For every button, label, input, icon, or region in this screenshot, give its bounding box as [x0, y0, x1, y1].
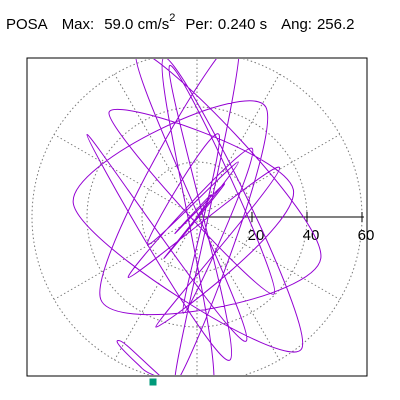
chart-header: POSA Max: 59.0 cm/s2 Per: 0.240 s Ang: 256.2: [6, 12, 355, 33]
motion-trace: [72, 59, 322, 375]
angle-label: Ang:: [281, 16, 312, 33]
max-label: Max:: [61, 16, 95, 33]
grid-spoke-330: [196, 216, 341, 300]
radial-tick-label-60: 60: [358, 227, 375, 244]
period-label: Per:: [185, 16, 213, 33]
max-unit-exponent: 2: [169, 12, 176, 24]
end-marker-group: [149, 378, 157, 386]
radial-tick-label-40: 40: [303, 227, 320, 244]
grid-spoke-120: [114, 73, 198, 218]
grid-spoke-300: [196, 216, 280, 361]
grid-spoke-210: [53, 216, 198, 300]
radial-axis: 20 40 60: [197, 212, 374, 244]
motion-trace-line-0: [72, 59, 322, 375]
end-marker: [149, 378, 157, 386]
grid-spoke-240: [114, 216, 198, 361]
angle-value: 256.2: [316, 16, 355, 33]
plot-frame: [26, 57, 368, 377]
grid-spoke-60: [196, 73, 280, 218]
period-value: 0.240 s: [217, 16, 268, 33]
grid-spoke-150: [53, 134, 198, 218]
station-code: POSA: [6, 16, 48, 33]
max-value: 59.0 cm/s: [104, 16, 170, 33]
grid-spoke-30: [196, 134, 341, 218]
